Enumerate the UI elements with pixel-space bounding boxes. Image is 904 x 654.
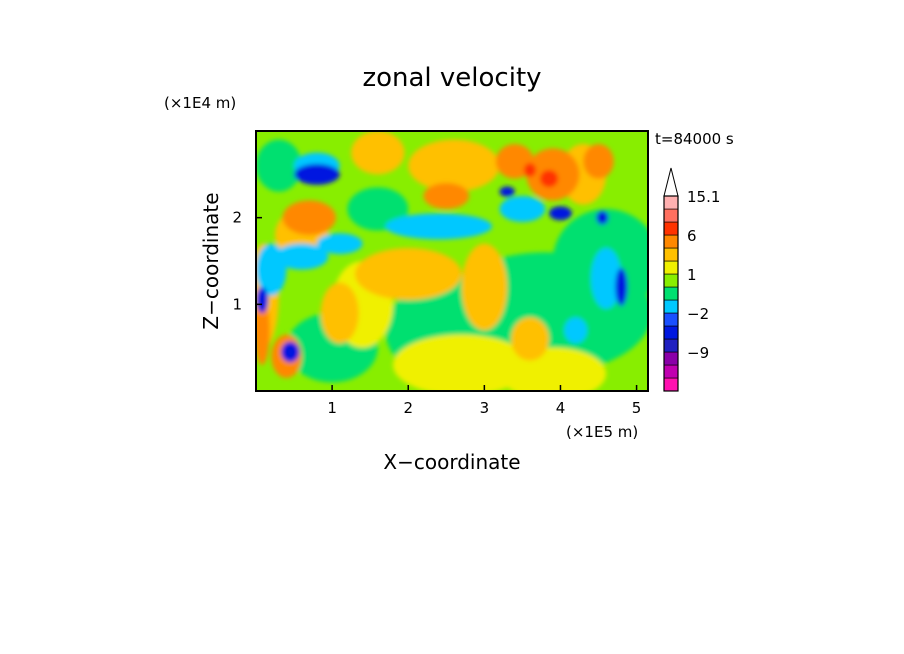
colorbar-swatch — [663, 234, 679, 249]
field-contour-region — [256, 295, 270, 365]
field-contour-region — [354, 248, 462, 300]
field-contour-region — [583, 144, 614, 179]
field-contour-region — [549, 206, 572, 221]
y-tick-label: 2 — [232, 209, 242, 227]
colorbar-swatch — [663, 325, 679, 340]
field-contour-region — [275, 243, 329, 270]
colorbar-label: 1 — [687, 266, 697, 284]
colorbar-swatch — [663, 260, 679, 275]
field-contour-region — [510, 317, 550, 361]
colorbar-labels: 15.1 6 1 −2 −9 — [687, 188, 720, 362]
colorbar-swatch — [663, 351, 679, 366]
field-contour-region — [256, 287, 269, 313]
colorbar-label: 6 — [687, 227, 697, 245]
colorbar-swatch — [663, 299, 679, 314]
field-contour-region — [523, 163, 537, 177]
field-contour-region — [539, 170, 559, 188]
colorbar-swatch — [663, 364, 679, 379]
colorbar-swatch — [663, 377, 679, 392]
colorbar-frame — [663, 195, 679, 392]
field-contour-region — [256, 243, 287, 296]
x-tick-label: 4 — [556, 399, 566, 417]
field-contour-region — [316, 233, 363, 255]
field-contour-region — [281, 341, 300, 363]
time-label: t=84000 s — [655, 130, 734, 148]
colorbar-swatch — [663, 221, 679, 236]
field-contour-region — [423, 183, 470, 209]
x-tick-label: 3 — [480, 399, 490, 417]
plot-area — [256, 131, 648, 391]
field-contour-region — [393, 334, 530, 391]
y-axis-label: Z−coordinate — [199, 192, 223, 329]
colorbar-label: −9 — [687, 344, 709, 362]
colorbar-swatch — [663, 312, 679, 327]
field-contour-region — [590, 248, 622, 309]
x-axis-ticks: 1 2 3 4 5 — [327, 385, 641, 417]
x-tick-label: 1 — [327, 399, 337, 417]
colorbar-swatch — [663, 286, 679, 301]
field-contour-region — [351, 131, 405, 175]
colorbar-label: −2 — [687, 305, 709, 323]
field-contour-region — [294, 163, 340, 185]
field-contour-region — [320, 282, 359, 344]
field-contour-region — [461, 243, 508, 331]
colorbar-swatch — [663, 195, 679, 210]
field-contour-region — [615, 267, 628, 307]
field-contour-region — [282, 200, 336, 236]
field-contour-region — [385, 213, 492, 240]
colorbar-swatch — [663, 208, 679, 223]
y-tick-label: 1 — [232, 295, 242, 313]
field-contour-region — [499, 196, 546, 222]
field-contour-region — [596, 210, 609, 225]
x-axis-label: X−coordinate — [383, 450, 520, 474]
colorbar-overflow-arrow — [663, 167, 679, 197]
colorbar-label: 15.1 — [687, 188, 720, 206]
field-contour-region — [256, 139, 302, 192]
field-contour-region — [564, 317, 588, 344]
plot-frame — [255, 130, 649, 392]
field-blobs — [256, 131, 648, 391]
colorbar-swatch — [663, 247, 679, 262]
colorbar-swatch — [663, 273, 679, 288]
y-axis-ticks: 12 — [232, 209, 262, 313]
x-tick-label: 2 — [403, 399, 413, 417]
chart-title: zonal velocity — [362, 63, 541, 93]
field-contour-region — [408, 139, 500, 192]
x-tick-label: 5 — [632, 399, 642, 417]
field-contour-region — [499, 186, 515, 197]
colorbar — [663, 167, 679, 392]
y-scale-note: (×1E4 m) — [164, 94, 236, 112]
colorbar-swatch — [663, 338, 679, 353]
x-scale-note: (×1E5 m) — [566, 423, 638, 441]
